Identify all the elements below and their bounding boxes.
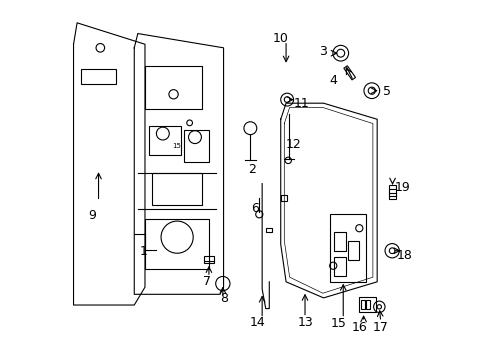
Bar — [362, 300, 365, 309]
Text: 17: 17 — [373, 321, 389, 334]
Text: 1: 1 — [139, 245, 147, 258]
Text: 19: 19 — [394, 181, 410, 194]
Text: 9: 9 — [88, 209, 96, 222]
Bar — [267, 228, 272, 232]
Bar — [347, 241, 359, 260]
Bar — [204, 256, 214, 263]
Bar — [152, 173, 202, 205]
Text: 3: 3 — [319, 45, 327, 58]
Bar — [359, 297, 376, 312]
Text: 15: 15 — [172, 143, 182, 149]
Bar — [367, 300, 370, 309]
Text: 12: 12 — [286, 139, 302, 152]
Text: 2: 2 — [248, 163, 256, 176]
Bar — [145, 66, 202, 109]
Bar — [330, 214, 366, 282]
Bar — [389, 185, 396, 199]
Bar — [145, 219, 209, 269]
Text: 15: 15 — [331, 317, 346, 330]
Bar — [81, 69, 117, 84]
Text: 14: 14 — [249, 316, 266, 329]
Text: 10: 10 — [273, 32, 289, 45]
Text: 18: 18 — [397, 248, 413, 261]
Text: 4: 4 — [330, 74, 338, 87]
Text: 13: 13 — [298, 316, 314, 329]
Bar — [334, 257, 346, 276]
Text: 11: 11 — [294, 97, 309, 110]
Text: 6: 6 — [251, 202, 259, 215]
Text: 7: 7 — [203, 275, 211, 288]
Text: 16: 16 — [352, 321, 368, 334]
Text: 8: 8 — [220, 292, 228, 305]
Bar — [148, 126, 181, 155]
Bar — [184, 130, 209, 162]
Bar — [281, 195, 287, 202]
Bar — [334, 232, 346, 251]
Text: 5: 5 — [383, 85, 391, 98]
